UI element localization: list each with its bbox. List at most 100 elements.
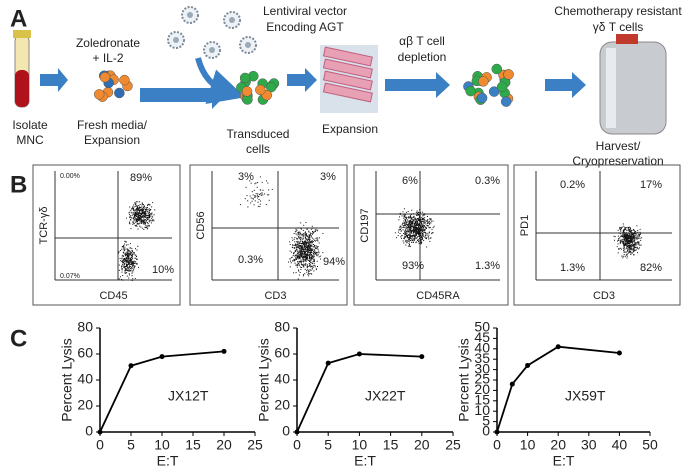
event-dot <box>411 238 413 240</box>
event-dot <box>409 228 411 230</box>
event-dot <box>625 244 627 246</box>
event-dot <box>419 237 421 239</box>
event-dot <box>626 236 628 238</box>
event-dot <box>289 243 291 245</box>
event-dot <box>421 220 423 222</box>
event-dot <box>134 265 136 267</box>
x-tick-label: 20 <box>216 437 232 453</box>
event-dot <box>146 221 148 223</box>
event-dot <box>639 236 641 238</box>
event-dot <box>622 241 624 243</box>
event-dot <box>415 233 417 235</box>
event-dot <box>633 228 635 230</box>
event-dot <box>150 213 152 215</box>
event-dot <box>624 244 626 246</box>
event-dot <box>132 207 134 209</box>
event-dot <box>296 237 298 239</box>
event-dot <box>133 267 135 269</box>
event-dot <box>626 257 628 259</box>
event-dot <box>311 255 313 257</box>
event-dot <box>141 219 143 221</box>
event-dot <box>127 252 129 254</box>
event-dot <box>129 223 131 225</box>
event-dot <box>123 266 125 268</box>
event-dot <box>302 253 304 255</box>
event-dot <box>312 253 314 255</box>
event-dot <box>310 258 312 260</box>
event-dot <box>305 252 307 254</box>
event-dot <box>414 231 416 233</box>
event-dot <box>311 230 313 232</box>
event-dot <box>318 250 320 252</box>
event-dot <box>142 204 144 206</box>
event-dot <box>130 260 132 262</box>
event-dot <box>299 233 301 235</box>
event-dot <box>422 218 424 220</box>
event-dot <box>129 266 131 268</box>
event-dot <box>308 235 310 237</box>
event-dot <box>307 247 309 249</box>
event-dot <box>409 223 411 225</box>
event-dot <box>414 238 416 240</box>
event-dot <box>407 210 409 212</box>
event-dot <box>125 264 127 266</box>
event-dot <box>631 240 633 242</box>
event-dot <box>419 220 421 222</box>
event-dot <box>124 252 126 254</box>
event-dot <box>620 241 622 243</box>
event-dot <box>143 208 145 210</box>
event-dot <box>410 217 412 219</box>
event-dot <box>129 274 131 276</box>
event-dot <box>125 261 127 263</box>
event-dot <box>619 227 621 229</box>
event-dot <box>303 255 305 257</box>
step-text: depletion <box>398 50 447 64</box>
event-dot <box>420 218 422 220</box>
event-dot <box>305 234 307 236</box>
event-dot <box>313 243 315 245</box>
cell <box>119 74 130 86</box>
event-dot <box>416 221 418 223</box>
event-dot <box>408 234 410 236</box>
event-dot <box>419 234 421 236</box>
event-dot <box>639 231 641 233</box>
event-dot <box>137 218 139 220</box>
event-dot <box>424 231 426 233</box>
event-dot <box>131 208 133 210</box>
virus-core <box>229 17 235 23</box>
event-dot <box>297 269 299 271</box>
event-dot <box>407 235 409 237</box>
event-dot <box>618 238 620 240</box>
event-dot <box>307 251 309 253</box>
event-dot <box>626 227 628 229</box>
event-dot <box>295 230 297 232</box>
event-dot <box>300 228 302 230</box>
step-text: Harvest/ <box>596 139 641 153</box>
event-dot <box>307 236 309 238</box>
event-dot <box>419 215 421 217</box>
event-dot <box>251 200 253 202</box>
event-dot <box>403 220 405 222</box>
event-dot <box>418 223 420 225</box>
event-dot <box>138 205 140 207</box>
step-text: Lentiviral vector <box>263 4 347 18</box>
y-tick-label: 45 <box>474 329 490 345</box>
event-dot <box>410 235 412 237</box>
event-dot <box>309 253 311 255</box>
event-dot <box>415 227 417 229</box>
step-text: Zoledronate <box>76 36 140 50</box>
event-dot <box>422 234 424 236</box>
event-dot <box>124 267 126 269</box>
event-dot <box>636 247 638 249</box>
event-dot <box>427 221 429 223</box>
event-dot <box>410 227 412 229</box>
event-dot <box>408 238 410 240</box>
event-dot <box>268 194 270 196</box>
event-dot <box>144 211 146 213</box>
event-dot <box>625 236 627 238</box>
event-dot <box>414 237 416 239</box>
event-dot <box>628 251 630 253</box>
event-dot <box>306 257 308 259</box>
event-dot <box>308 248 310 250</box>
event-dot <box>295 247 297 249</box>
